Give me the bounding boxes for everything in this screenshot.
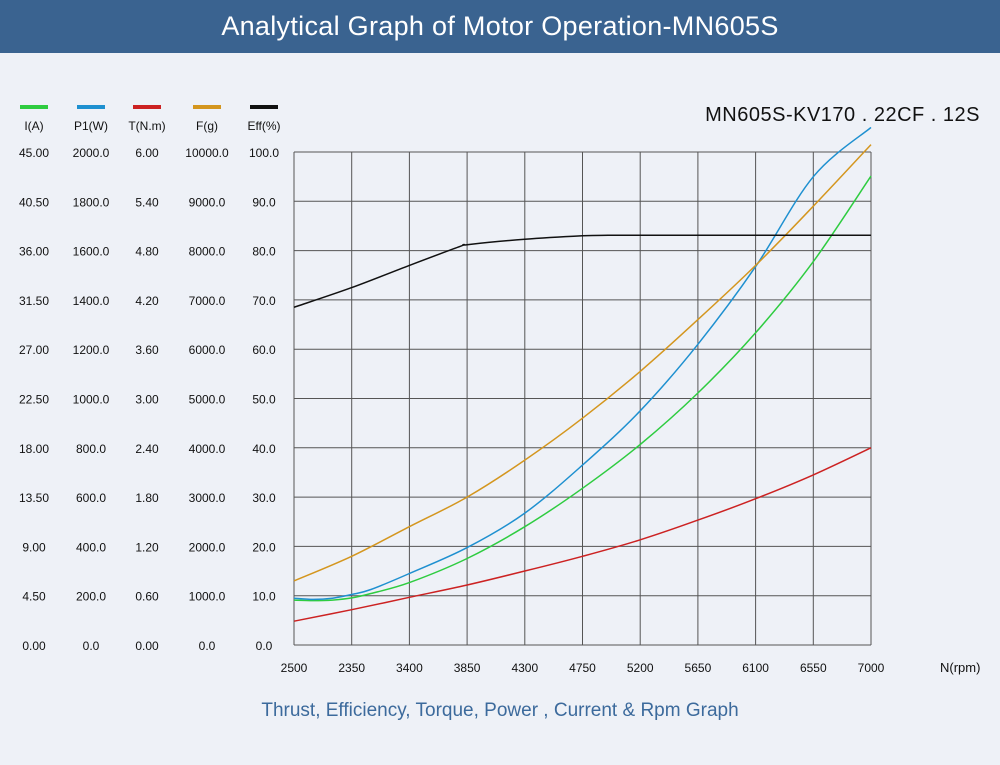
y-tick-label-eff: 60.0	[252, 343, 276, 357]
y-tick-label-eff: 10.0	[252, 590, 276, 604]
y-tick-label-eff: 40.0	[252, 442, 276, 456]
y-tick-label-f: 5000.0	[189, 393, 226, 407]
y-tick-label-t: 6.00	[135, 146, 159, 160]
y-tick-label-p1: 1400.0	[73, 294, 110, 308]
legend-label-f: F(g)	[196, 119, 218, 133]
series-line-f	[293, 144, 872, 582]
y-tick-label-eff: 80.0	[252, 245, 276, 259]
y-tick-label-i: 40.50	[19, 195, 49, 209]
y-tick-label-t: 0.60	[135, 590, 159, 604]
motor-performance-chart: I(A) P1(W) T(N.m) F(g) Eff(%) 0.00 4.50 9.00 13…	[19, 104, 980, 675]
y-tick-label-p1: 1600.0	[73, 245, 110, 259]
x-tick-label: 3850	[454, 661, 481, 675]
x-tick-label: 6100	[742, 661, 769, 675]
x-tick-label: 5650	[685, 661, 712, 675]
y-tick-label-f: 4000.0	[189, 442, 226, 456]
legend-label-eff: Eff(%)	[247, 119, 280, 133]
y-tick-label-t: 4.20	[135, 294, 159, 308]
y-tick-label-t: 3.60	[135, 343, 159, 357]
y-tick-label-f: 6000.0	[189, 343, 226, 357]
y-tick-label-i: 45.00	[19, 146, 49, 160]
legend-label-p1: P1(W)	[74, 119, 108, 133]
x-axis-tick-labels: 2500 2350 3400 3850 4300 4750 5200 5650 6100 6550…	[281, 661, 885, 675]
y-tick-label-i: 18.00	[19, 442, 49, 456]
y-tick-label-p1: 600.0	[76, 491, 106, 505]
page-title-bar: Analytical Graph of Motor Operation-MN60…	[0, 0, 1000, 53]
y-tick-label-p1: 1200.0	[73, 343, 110, 357]
y-tick-label-t: 3.00	[135, 393, 159, 407]
series-line-i	[293, 175, 872, 602]
series-line-eff	[293, 234, 871, 309]
y-tick-label-i: 4.50	[22, 590, 46, 604]
y-tick-label-eff: 0.0	[256, 639, 273, 653]
legend-label-i: I(A)	[24, 119, 43, 133]
y-tick-label-f: 10000.0	[185, 146, 229, 160]
y-tick-label-f: 3000.0	[189, 491, 226, 505]
y-tick-label-eff: 100.0	[249, 146, 279, 160]
chart-series-lines	[293, 126, 872, 622]
y-tick-label-eff: 20.0	[252, 540, 276, 554]
y-tick-label-t: 4.80	[135, 245, 159, 259]
y-tick-label-eff: 70.0	[252, 294, 276, 308]
y-tick-label-f: 0.0	[199, 639, 216, 653]
x-tick-label: 3400	[396, 661, 423, 675]
y-tick-label-p1: 2000.0	[73, 146, 110, 160]
y-tick-label-t: 1.80	[135, 491, 159, 505]
legend-swatch-p1	[77, 105, 105, 109]
y-tick-label-eff: 50.0	[252, 393, 276, 407]
x-tick-label: 5200	[627, 661, 654, 675]
x-tick-label: 7000	[858, 661, 885, 675]
y-tick-label-t: 1.20	[135, 540, 159, 554]
y-tick-label-p1: 200.0	[76, 590, 106, 604]
y-tick-label-t: 5.40	[135, 195, 159, 209]
y-tick-label-i: 36.00	[19, 245, 49, 259]
series-line-t	[293, 447, 872, 622]
y-tick-label-eff: 30.0	[252, 491, 276, 505]
y-tick-label-i: 0.00	[22, 639, 46, 653]
x-tick-label: 2500	[281, 661, 308, 675]
chart-legend: I(A) P1(W) T(N.m) F(g) Eff(%)	[20, 105, 281, 133]
legend-label-t: T(N.m)	[128, 119, 165, 133]
x-tick-label: 4300	[511, 661, 538, 675]
y-tick-label-p1: 400.0	[76, 540, 106, 554]
y-tick-label-i: 13.50	[19, 491, 49, 505]
y-tick-label-t: 0.00	[135, 639, 159, 653]
legend-swatch-f	[193, 105, 221, 109]
chart-caption: Thrust, Efficiency, Torque, Power , Curr…	[261, 700, 739, 721]
y-tick-label-i: 22.50	[19, 393, 49, 407]
x-axis-title: N(rpm)	[940, 660, 980, 675]
y-tick-label-p1: 0.0	[83, 639, 100, 653]
legend-swatch-t	[133, 105, 161, 109]
y-tick-label-p1: 1000.0	[73, 393, 110, 407]
y-tick-label-f: 1000.0	[189, 590, 226, 604]
y-tick-label-f: 9000.0	[189, 195, 226, 209]
y-tick-label-eff: 90.0	[252, 195, 276, 209]
y-tick-label-i: 31.50	[19, 294, 49, 308]
legend-swatch-i	[20, 105, 48, 109]
y-axis-tick-labels: 0.00 4.50 9.00 13.50 18.00 22.50 27.00 31.50 36.…	[19, 146, 279, 653]
y-tick-label-p1: 800.0	[76, 442, 106, 456]
y-tick-label-f: 2000.0	[189, 540, 226, 554]
y-tick-label-t: 2.40	[135, 442, 159, 456]
x-tick-label: 2350	[338, 661, 365, 675]
x-tick-label: 6550	[800, 661, 827, 675]
y-tick-label-i: 9.00	[22, 540, 46, 554]
y-tick-label-f: 8000.0	[189, 245, 226, 259]
y-tick-label-i: 27.00	[19, 343, 49, 357]
x-tick-label: 4750	[569, 661, 596, 675]
legend-swatch-eff	[250, 105, 278, 109]
page-title: Analytical Graph of Motor Operation-MN60…	[221, 11, 779, 41]
chart-grid	[293, 151, 872, 646]
model-label: MN605S-KV170 . 22CF . 12S	[705, 104, 980, 126]
series-line-p1	[293, 126, 872, 601]
y-tick-label-f: 7000.0	[189, 294, 226, 308]
y-tick-label-p1: 1800.0	[73, 195, 110, 209]
